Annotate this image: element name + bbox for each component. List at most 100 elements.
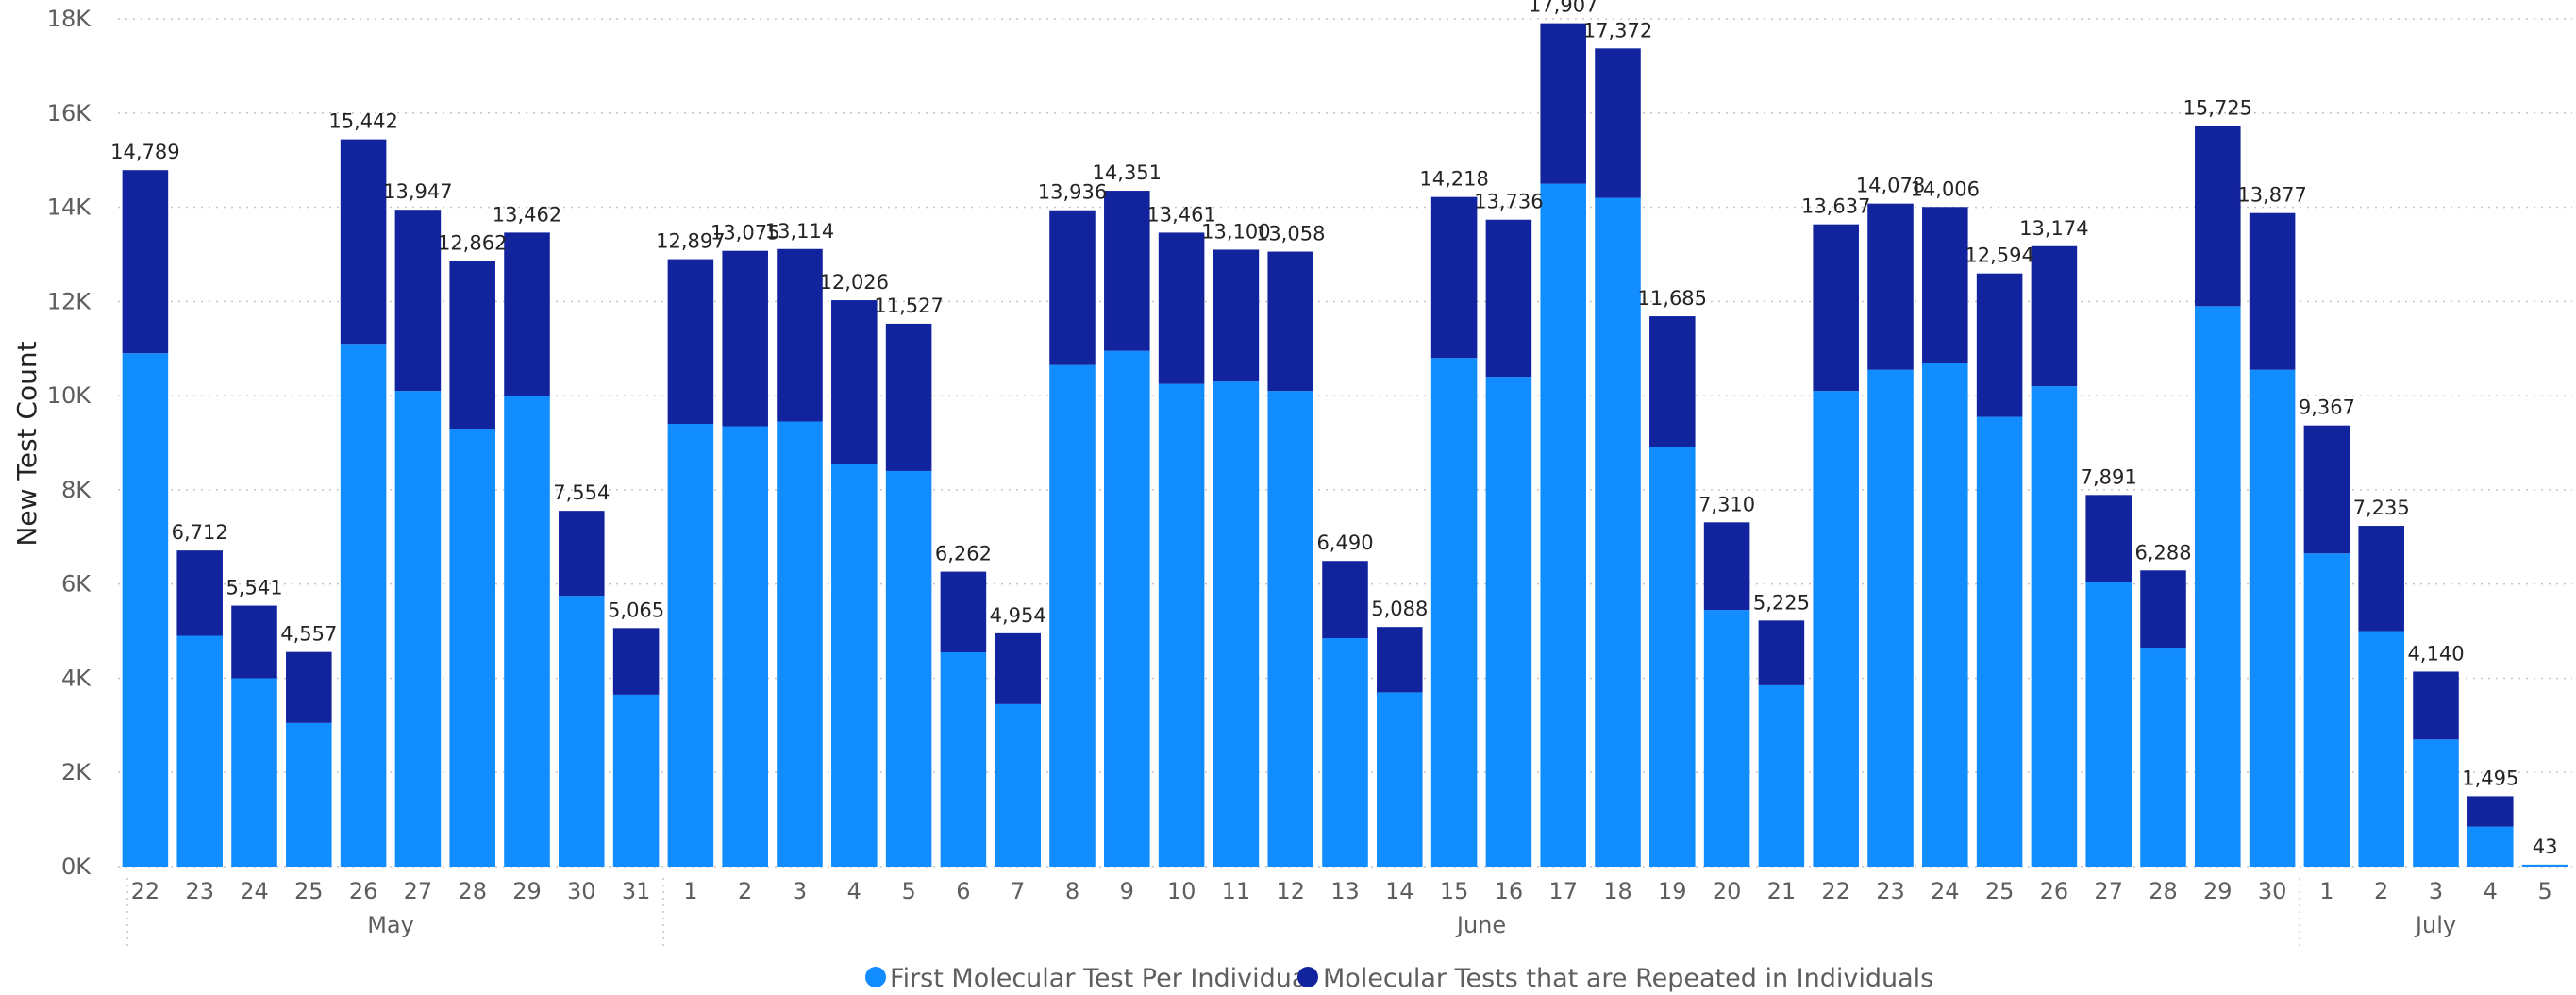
data-label-total: 13,637	[1801, 195, 1870, 218]
x-tick-label: 28	[458, 878, 487, 904]
bar-repeated-tests	[2358, 526, 2404, 632]
y-tick-label: 2K	[61, 759, 92, 785]
bar-repeated-tests	[122, 170, 169, 354]
x-tick-label: 5	[2537, 878, 2551, 904]
data-label-total: 13,114	[765, 220, 834, 243]
bar-repeated-tests	[2031, 245, 2078, 387]
bar-repeated-tests	[1649, 316, 1696, 447]
x-tick-label: 24	[240, 878, 269, 904]
x-tick-label: 26	[349, 878, 378, 904]
x-tick-label: 8	[1065, 878, 1079, 904]
bar-first-test	[885, 470, 932, 867]
bar-first-test	[1322, 638, 1368, 867]
x-tick-label: 13	[1330, 878, 1360, 904]
bar-repeated-tests	[1703, 522, 1750, 611]
x-tick-label: 9	[1120, 878, 1134, 904]
y-tick-label: 10K	[47, 382, 92, 409]
bar-first-test	[504, 396, 550, 867]
data-label-total: 11,685	[1638, 287, 1707, 310]
bar-first-test	[1867, 369, 1914, 867]
bar-first-test	[1540, 183, 1586, 868]
bar-repeated-tests	[286, 651, 332, 723]
bar-repeated-tests	[1922, 207, 1968, 363]
data-label-total: 12,026	[820, 271, 889, 294]
bar-repeated-tests	[1158, 232, 1205, 384]
bar-repeated-tests	[1540, 23, 1586, 184]
x-tick-label: 29	[512, 878, 542, 904]
data-label-total: 13,174	[2019, 217, 2088, 240]
bar-repeated-tests	[1867, 203, 1914, 370]
bar-repeated-tests	[1758, 620, 1805, 685]
data-label-total: 7,554	[553, 481, 610, 504]
bar-repeated-tests	[2249, 212, 2296, 370]
data-label-total: 13,100	[1201, 220, 1270, 243]
data-label-total: 1,495	[2462, 767, 2518, 789]
data-label-total: 5,065	[608, 599, 664, 621]
y-axis-title: New Test Count	[11, 341, 42, 546]
bar-first-test	[340, 344, 387, 867]
bar-first-test	[559, 596, 605, 867]
data-label-total: 9,367	[2299, 396, 2355, 419]
x-tick-label: 11	[1222, 878, 1251, 904]
y-tick-label: 0K	[61, 853, 92, 880]
bar-first-test	[1158, 383, 1205, 867]
bar-repeated-tests	[2195, 126, 2241, 307]
x-tick-label: 10	[1167, 878, 1196, 904]
x-tick-label: 1	[683, 878, 697, 904]
bar-repeated-tests	[1049, 210, 1096, 365]
month-group-label: June	[1455, 912, 1506, 938]
bar-first-test	[1267, 391, 1313, 867]
bar-repeated-tests	[2303, 425, 2350, 554]
x-tick-label: 5	[901, 878, 915, 904]
x-tick-label: 22	[131, 878, 160, 904]
data-label-total: 12,862	[438, 231, 507, 254]
bar-repeated-tests	[559, 511, 605, 597]
bar-repeated-tests	[1267, 251, 1313, 392]
data-label-total: 6,712	[172, 521, 228, 544]
legend-marker-repeated-tests	[1297, 967, 1318, 987]
x-tick-label: 4	[2484, 878, 2498, 904]
bar-repeated-tests	[2413, 671, 2459, 740]
x-tick-label: 23	[1876, 878, 1905, 904]
bars	[122, 23, 2568, 868]
bar-first-test	[2085, 582, 2132, 867]
data-label-total: 14,789	[110, 141, 179, 163]
x-tick-label: 25	[1985, 878, 2015, 904]
bar-first-test	[1485, 377, 1532, 868]
bar-first-test	[2195, 306, 2241, 867]
bar-first-test	[176, 635, 223, 867]
data-label-total: 12,897	[656, 230, 725, 253]
bar-repeated-tests	[449, 261, 495, 430]
bar-repeated-tests	[667, 259, 714, 425]
bar-repeated-tests	[940, 571, 987, 653]
bar-repeated-tests	[394, 210, 442, 392]
bar-repeated-tests	[831, 300, 878, 464]
x-tick-label: 22	[1821, 878, 1850, 904]
month-group-label: July	[2414, 912, 2456, 938]
legend-label-first-test: First Molecular Test Per Individual	[890, 964, 1314, 993]
legend-marker-first-test	[865, 967, 886, 987]
data-label-total: 13,947	[383, 180, 452, 203]
data-label-total: 15,442	[328, 110, 397, 133]
data-label-total: 14,006	[1911, 177, 1980, 200]
y-tick-label: 6K	[61, 571, 92, 598]
data-label-total: 5,541	[226, 577, 282, 599]
data-label-total: 13,461	[1146, 203, 1215, 226]
data-label-total: 6,262	[935, 543, 992, 565]
bar-repeated-tests	[504, 232, 550, 396]
data-label-total: 4,954	[990, 604, 1046, 627]
data-label-total: 14,218	[1419, 168, 1488, 191]
data-label-total: 17,907	[1529, 0, 1597, 17]
data-label-total: 14,351	[1093, 161, 1162, 184]
x-tick-label: 27	[404, 878, 433, 904]
bar-first-test	[1430, 358, 1478, 867]
data-label-total: 7,310	[1698, 493, 1755, 515]
data-label-total: 7,235	[2353, 497, 2410, 519]
bar-first-test	[1649, 447, 1696, 867]
data-label-total: 13,075	[711, 222, 779, 245]
bar-repeated-tests	[1104, 191, 1150, 351]
bar-first-test	[122, 353, 169, 867]
bar-first-test	[1377, 692, 1423, 867]
data-label-total: 11,527	[874, 295, 943, 317]
x-tick-label: 24	[1931, 878, 1960, 904]
